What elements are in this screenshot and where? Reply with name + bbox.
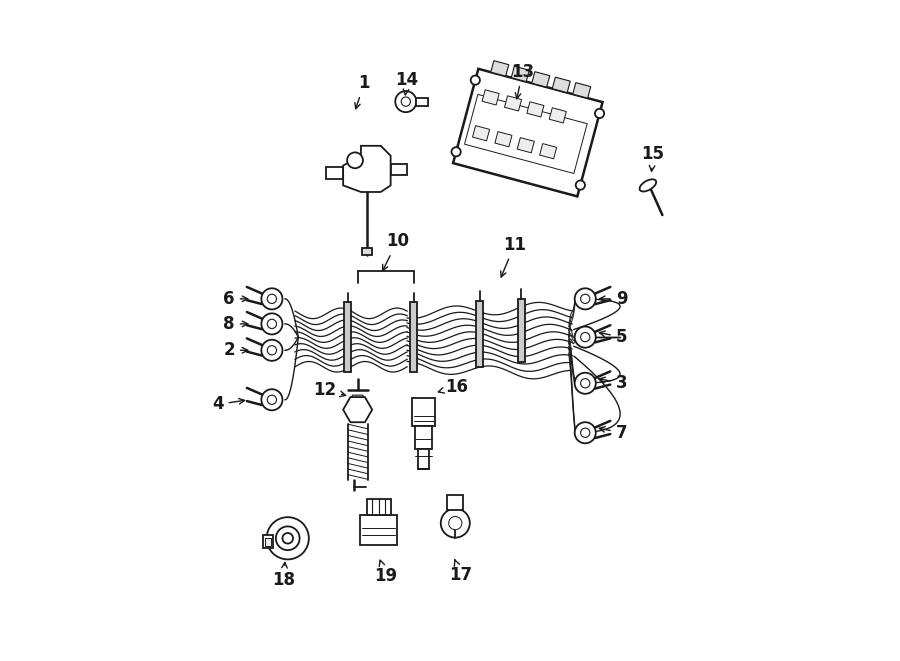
Text: 6: 6 (223, 290, 248, 308)
Circle shape (261, 389, 283, 410)
Text: 7: 7 (599, 424, 627, 442)
Bar (411, 399, 435, 426)
Polygon shape (391, 164, 407, 175)
Circle shape (266, 517, 309, 559)
Polygon shape (491, 61, 508, 76)
Bar (447, 495, 464, 510)
Circle shape (575, 288, 596, 309)
Ellipse shape (640, 179, 656, 192)
Circle shape (575, 422, 596, 444)
Polygon shape (505, 96, 522, 111)
Polygon shape (343, 146, 391, 192)
Bar (410, 303, 417, 371)
Circle shape (441, 508, 470, 537)
Circle shape (401, 97, 410, 106)
Text: 9: 9 (599, 290, 627, 308)
Polygon shape (526, 102, 544, 117)
Polygon shape (464, 95, 587, 173)
Bar (518, 299, 525, 362)
Polygon shape (263, 535, 274, 548)
Polygon shape (326, 167, 343, 178)
Circle shape (580, 428, 590, 438)
Circle shape (261, 313, 283, 334)
Text: 18: 18 (273, 563, 295, 589)
Text: 5: 5 (599, 328, 627, 346)
Circle shape (471, 75, 480, 85)
Polygon shape (572, 83, 590, 98)
Circle shape (595, 109, 604, 118)
Circle shape (276, 526, 300, 550)
Bar (418, 449, 429, 469)
Text: 10: 10 (382, 233, 409, 270)
Circle shape (576, 180, 585, 190)
Bar (367, 498, 391, 515)
Text: 8: 8 (223, 315, 248, 333)
Text: 12: 12 (313, 381, 346, 399)
Polygon shape (553, 77, 571, 93)
Circle shape (580, 294, 590, 303)
Text: 16: 16 (438, 377, 468, 395)
Circle shape (449, 516, 462, 529)
Bar (345, 303, 351, 371)
Polygon shape (518, 137, 535, 153)
Polygon shape (472, 126, 490, 141)
Text: 11: 11 (500, 236, 526, 277)
Circle shape (261, 340, 283, 361)
Bar (360, 515, 397, 545)
Polygon shape (549, 108, 566, 123)
Circle shape (580, 332, 590, 342)
Circle shape (575, 373, 596, 394)
Bar (415, 426, 432, 449)
Polygon shape (343, 397, 373, 422)
Text: 14: 14 (396, 71, 418, 95)
Text: 19: 19 (374, 560, 397, 585)
Bar (417, 98, 428, 106)
Polygon shape (540, 143, 557, 159)
Circle shape (267, 395, 276, 405)
Polygon shape (532, 71, 550, 87)
Bar (476, 301, 483, 367)
Circle shape (452, 147, 461, 157)
Circle shape (267, 319, 276, 329)
Text: 1: 1 (355, 74, 370, 108)
Polygon shape (495, 132, 512, 147)
Bar (363, 248, 372, 254)
Text: 4: 4 (212, 395, 245, 413)
Polygon shape (350, 395, 365, 421)
Bar (266, 538, 271, 546)
Polygon shape (453, 69, 603, 196)
Circle shape (283, 533, 293, 543)
Circle shape (580, 379, 590, 388)
Polygon shape (482, 90, 500, 105)
Circle shape (261, 288, 283, 309)
Circle shape (395, 91, 417, 112)
Circle shape (575, 327, 596, 348)
Circle shape (267, 346, 276, 355)
Text: 17: 17 (449, 560, 473, 584)
Circle shape (267, 294, 276, 303)
Text: 3: 3 (599, 374, 627, 392)
Text: 2: 2 (223, 341, 248, 360)
Polygon shape (511, 66, 529, 82)
Text: 13: 13 (511, 63, 534, 98)
Circle shape (347, 153, 363, 169)
Text: 15: 15 (642, 145, 665, 171)
